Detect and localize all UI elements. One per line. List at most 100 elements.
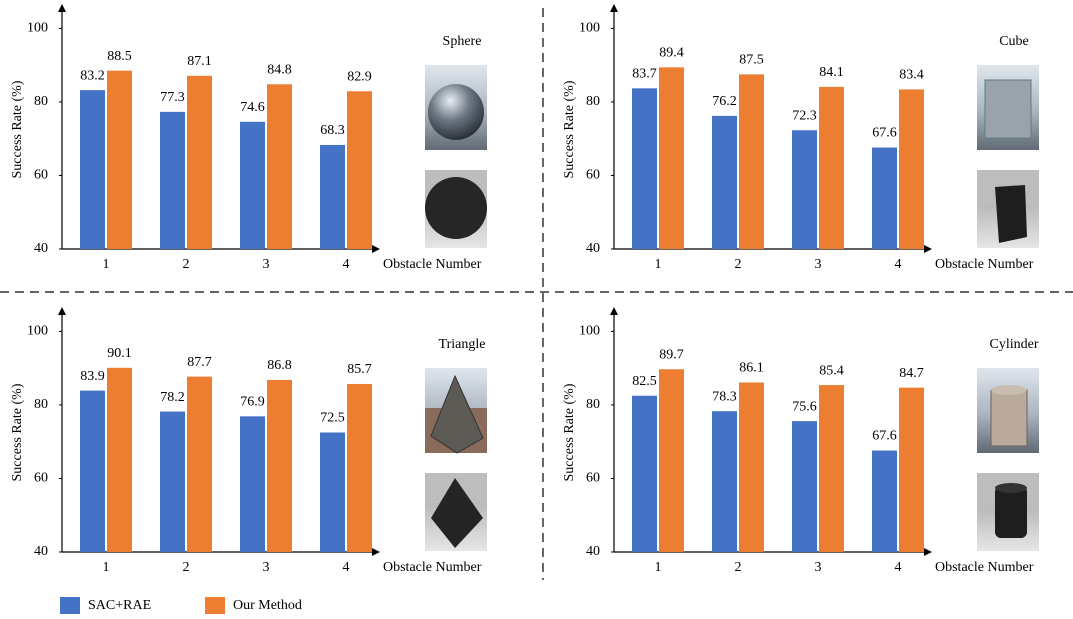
thumb-object xyxy=(995,185,1027,243)
value-label: 84.1 xyxy=(819,65,844,80)
bar xyxy=(739,382,764,552)
y-axis-label: Success Rate (%) xyxy=(562,80,577,178)
value-label: 72.3 xyxy=(792,108,817,123)
y-axis-label: Success Rate (%) xyxy=(10,80,25,178)
axis-arrow xyxy=(58,4,66,12)
legend-swatch xyxy=(60,597,80,614)
bar xyxy=(160,112,185,249)
x-axis-label: Obstacle Number xyxy=(935,560,1034,575)
x-tick-label: 2 xyxy=(183,560,190,575)
bar xyxy=(739,74,764,249)
y-tick-label: 80 xyxy=(34,94,48,109)
axis-arrow xyxy=(924,245,932,253)
bar xyxy=(187,377,212,552)
thumb-object xyxy=(995,486,1027,538)
y-tick-label: 40 xyxy=(34,241,48,256)
value-label: 78.2 xyxy=(160,390,185,405)
legend-swatch xyxy=(205,597,225,614)
value-label: 74.6 xyxy=(240,100,265,115)
thumbnail xyxy=(425,65,487,248)
value-label: 84.7 xyxy=(899,366,924,381)
thumb-object xyxy=(428,84,484,140)
bar xyxy=(872,148,897,249)
value-label: 72.5 xyxy=(320,411,345,426)
y-tick-label: 80 xyxy=(34,397,48,412)
x-tick-label: 4 xyxy=(895,257,902,272)
chart-title: Cylinder xyxy=(990,337,1039,352)
thumbnail xyxy=(425,368,487,551)
value-label: 87.7 xyxy=(187,355,212,370)
bar xyxy=(320,433,345,553)
axis-arrow xyxy=(372,548,380,556)
value-label: 67.6 xyxy=(872,126,897,141)
bar xyxy=(347,91,372,249)
thumb-object xyxy=(425,177,487,239)
y-tick-label: 80 xyxy=(586,94,600,109)
value-label: 86.8 xyxy=(267,358,292,373)
bar xyxy=(267,380,292,552)
y-tick-label: 40 xyxy=(586,241,600,256)
y-tick-label: 100 xyxy=(579,324,600,339)
legend-label: SAC+RAE xyxy=(88,598,151,613)
y-tick-label: 100 xyxy=(27,21,48,36)
bar xyxy=(240,122,265,249)
axis-arrow xyxy=(610,4,618,12)
bar xyxy=(659,369,684,552)
bar xyxy=(872,451,897,552)
bar xyxy=(659,67,684,249)
thumb-object xyxy=(991,385,1027,395)
chart-panel: 406080100183.789.4276.287.5372.384.1467.… xyxy=(562,4,1039,272)
bar xyxy=(107,71,132,249)
x-tick-label: 3 xyxy=(263,257,270,272)
value-label: 86.1 xyxy=(739,361,764,376)
value-label: 68.3 xyxy=(320,123,345,138)
y-tick-label: 40 xyxy=(34,544,48,559)
chart-panel: 406080100183.288.5277.387.1374.684.8468.… xyxy=(10,4,487,272)
x-tick-label: 1 xyxy=(655,257,662,272)
value-label: 90.1 xyxy=(107,346,132,361)
x-tick-label: 3 xyxy=(263,560,270,575)
bar xyxy=(792,130,817,249)
value-label: 83.2 xyxy=(80,68,105,83)
value-label: 89.7 xyxy=(659,347,684,362)
x-axis-label: Obstacle Number xyxy=(935,257,1034,272)
bar xyxy=(899,89,924,249)
bar xyxy=(240,416,265,552)
bar xyxy=(187,76,212,249)
figure: SAC+RAE Our Method 406080100183.288.5277… xyxy=(0,0,1073,619)
x-tick-label: 2 xyxy=(183,257,190,272)
x-axis-label: Obstacle Number xyxy=(383,257,482,272)
x-tick-label: 4 xyxy=(343,257,350,272)
thumb-object xyxy=(985,80,1031,138)
x-tick-label: 4 xyxy=(343,560,350,575)
bar xyxy=(347,384,372,552)
x-tick-label: 2 xyxy=(735,560,742,575)
y-tick-label: 60 xyxy=(586,168,600,183)
axis-arrow xyxy=(924,548,932,556)
y-tick-label: 60 xyxy=(34,168,48,183)
value-label: 78.3 xyxy=(712,389,737,404)
x-tick-label: 2 xyxy=(735,257,742,272)
bar xyxy=(632,88,657,249)
value-label: 75.6 xyxy=(792,399,817,414)
bar xyxy=(160,412,185,552)
thumb-object xyxy=(991,390,1027,446)
bar xyxy=(819,385,844,552)
value-label: 87.1 xyxy=(187,54,212,69)
value-label: 77.3 xyxy=(160,90,185,105)
value-label: 85.4 xyxy=(819,363,844,378)
chart-panel: 406080100182.589.7278.386.1375.685.4467.… xyxy=(562,307,1039,575)
chart-title: Triangle xyxy=(439,337,486,352)
value-label: 85.7 xyxy=(347,362,372,377)
y-axis-label: Success Rate (%) xyxy=(562,383,577,481)
bar xyxy=(819,87,844,249)
y-tick-label: 80 xyxy=(586,397,600,412)
x-tick-label: 3 xyxy=(815,560,822,575)
y-tick-label: 100 xyxy=(579,21,600,36)
bar xyxy=(267,84,292,249)
x-tick-label: 3 xyxy=(815,257,822,272)
bar xyxy=(80,391,105,552)
value-label: 83.9 xyxy=(80,369,105,384)
value-label: 83.7 xyxy=(632,67,657,82)
value-label: 67.6 xyxy=(872,429,897,444)
